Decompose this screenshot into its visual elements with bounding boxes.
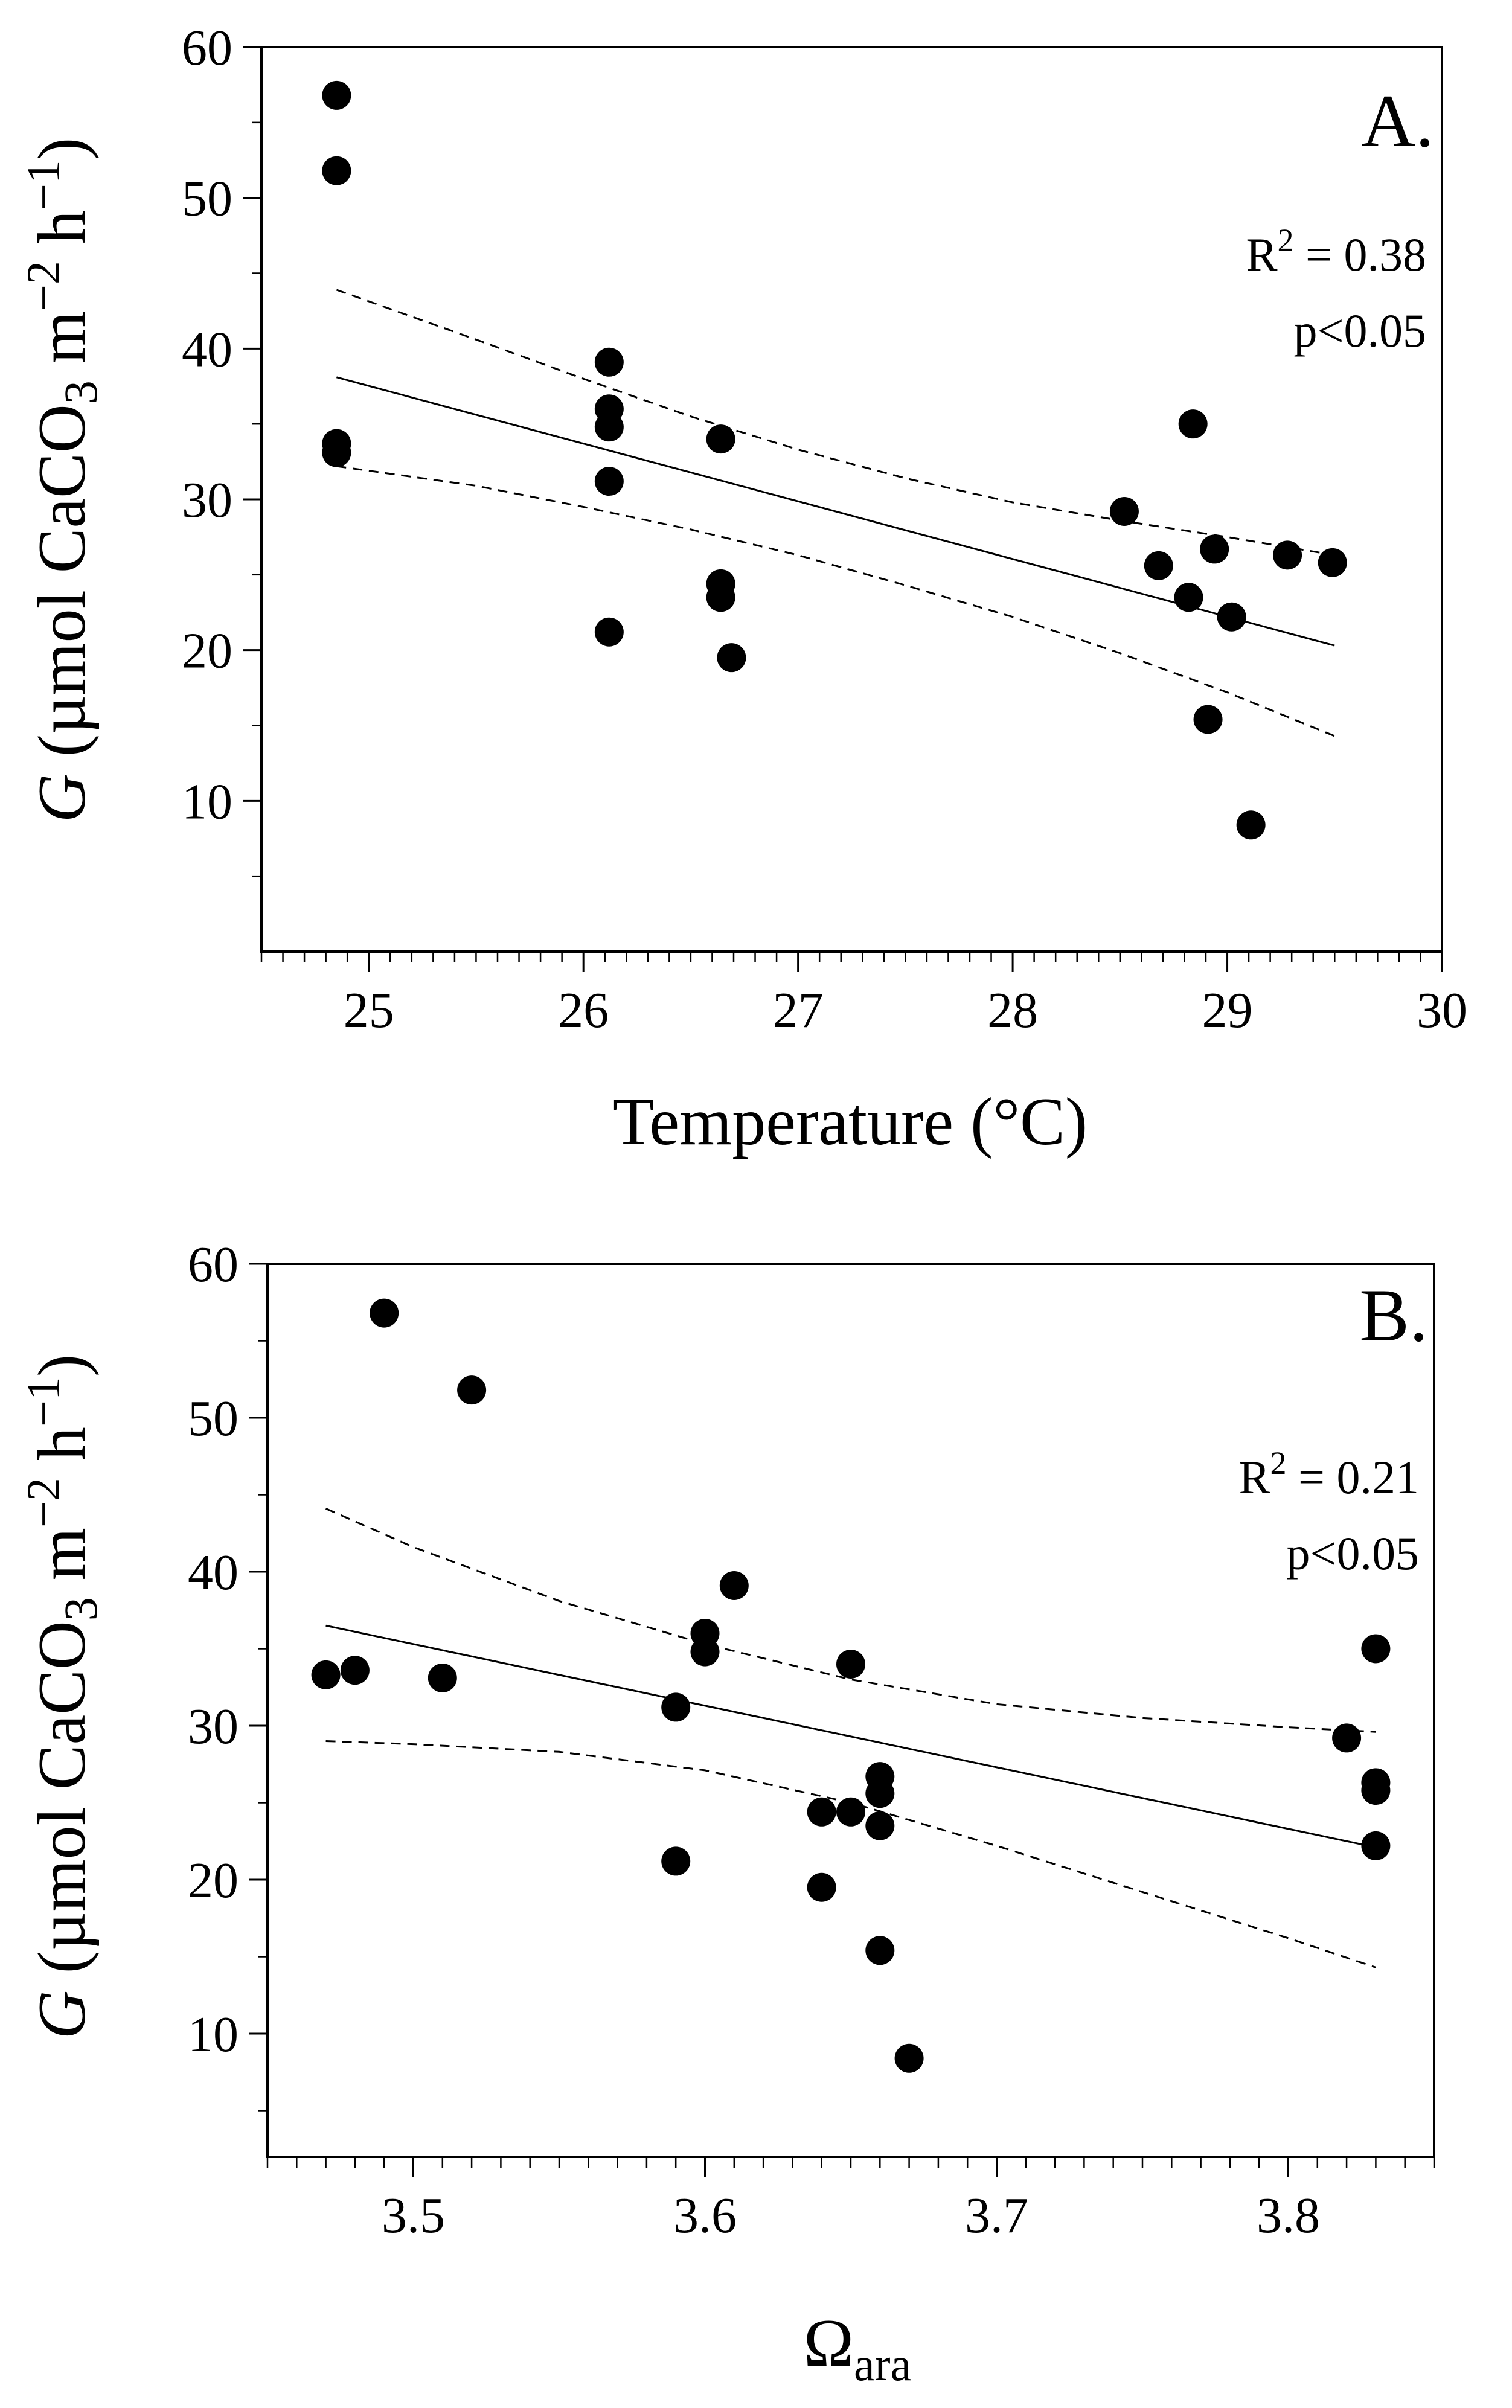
data-point: [594, 617, 624, 647]
y-tick-label: 20: [182, 623, 232, 679]
y-tick-label: 50: [182, 171, 232, 227]
x-axis-ticks: 25 26 27 28 29 30: [260, 952, 1467, 1039]
data-point: [1273, 540, 1302, 570]
panel-a-confidence-bands: [336, 289, 1335, 737]
data-point: [457, 1375, 487, 1405]
data-point: [322, 156, 351, 185]
y-tick-label: 10: [188, 2006, 239, 2063]
data-point: [340, 1656, 370, 1685]
ci-upper-curve: [325, 1508, 1376, 1733]
ci-upper-curve: [336, 289, 1335, 556]
y-tick-label: 40: [182, 321, 232, 377]
y-tick-label: 10: [182, 773, 232, 830]
panel-b-confidence-bands: [325, 1508, 1376, 1968]
y-axis-title: G (µmol CaCO3 m−2 h−1): [17, 138, 107, 822]
x-tick-label: 30: [1417, 982, 1467, 1039]
regression-line: [325, 1624, 1376, 1848]
x-tick-label: 26: [558, 982, 609, 1039]
data-point: [661, 1846, 691, 1876]
x-tick-label: 3.8: [1257, 2188, 1320, 2244]
data-point: [428, 1663, 457, 1692]
data-point: [1361, 1831, 1391, 1860]
x-tick-label: 29: [1202, 982, 1253, 1039]
data-point: [594, 467, 624, 496]
x-axis-ticks: 3.5 3.6 3.7 3.8: [266, 2157, 1435, 2244]
data-point: [1361, 1776, 1391, 1805]
data-point: [1109, 496, 1139, 526]
data-point: [807, 1797, 836, 1827]
data-point: [1193, 705, 1223, 734]
x-tick-label: 3.5: [382, 2188, 445, 2244]
x-axis-title: Ωara: [804, 2306, 911, 2390]
x-tick-label: 25: [344, 982, 394, 1039]
panel-a: 25 26 27 28 29 30 10 20 30 40 50 60 A. R2 = 0.38 p…: [17, 20, 1467, 1159]
data-point: [322, 438, 351, 467]
x-tick-label: 3.6: [673, 2188, 737, 2244]
data-point: [1144, 551, 1173, 580]
y-tick-label: 50: [188, 1391, 239, 1447]
data-point: [1236, 810, 1266, 840]
data-point: [836, 1797, 865, 1827]
data-point: [719, 1571, 749, 1600]
plot-frame: [260, 46, 1443, 953]
y-tick-label: 20: [188, 1852, 239, 1909]
y-axis-ticks: 10 20 30 40 50 60: [182, 20, 261, 877]
ci-lower-curve: [325, 1740, 1376, 1968]
y-axis-title: G (µmol CaCO3 m−2 h−1): [17, 1354, 107, 2039]
data-point: [865, 1811, 895, 1840]
y-tick-label: 30: [182, 472, 232, 528]
data-point: [1200, 534, 1229, 564]
data-point: [1361, 1634, 1391, 1664]
data-point: [690, 1637, 720, 1667]
data-point: [706, 583, 735, 612]
panel-a-data-points: [322, 80, 1347, 840]
data-point: [370, 1298, 399, 1328]
regression-line: [336, 376, 1335, 647]
x-tick-label: 3.7: [965, 2188, 1028, 2244]
plot-frame: [266, 1263, 1435, 2158]
data-point: [836, 1650, 865, 1679]
data-point: [1217, 602, 1246, 632]
r-squared-annotation: R2 = 0.21: [1238, 1445, 1419, 1503]
r-squared-annotation: R2 = 0.38: [1246, 222, 1426, 281]
data-point: [661, 1692, 691, 1722]
data-point: [1318, 548, 1347, 577]
data-point: [807, 1872, 836, 1902]
data-point: [311, 1660, 341, 1689]
panel-label: A.: [1361, 80, 1434, 162]
data-point: [865, 1936, 895, 1965]
data-point: [322, 80, 351, 110]
x-tick-label: 28: [987, 982, 1038, 1039]
data-point: [894, 2043, 924, 2073]
p-value-annotation: p<0.05: [1294, 304, 1427, 357]
data-point: [594, 412, 624, 442]
data-point: [706, 424, 735, 454]
y-tick-label: 60: [188, 1237, 239, 1293]
data-point: [1178, 409, 1208, 439]
data-point: [1174, 583, 1203, 612]
panel-b: 3.5 3.6 3.7 3.8 10 20 30 40 50 60 B. R2 = 0.21 p…: [17, 1237, 1435, 2390]
x-tick-label: 27: [773, 982, 824, 1039]
panel-label: B.: [1359, 1274, 1428, 1357]
panel-b-data-points: [311, 1298, 1391, 2073]
data-point: [717, 643, 746, 673]
data-point: [865, 1779, 895, 1808]
data-point: [594, 347, 624, 377]
y-axis-ticks: 10 20 30 40 50 60: [188, 1237, 267, 2112]
data-point: [1332, 1723, 1362, 1753]
ci-lower-curve: [336, 465, 1335, 737]
y-tick-label: 60: [182, 20, 232, 76]
y-tick-label: 30: [188, 1699, 239, 1755]
y-tick-label: 40: [188, 1545, 239, 1601]
p-value-annotation: p<0.05: [1287, 1527, 1420, 1580]
x-axis-title: Temperature (°C): [613, 1084, 1088, 1159]
